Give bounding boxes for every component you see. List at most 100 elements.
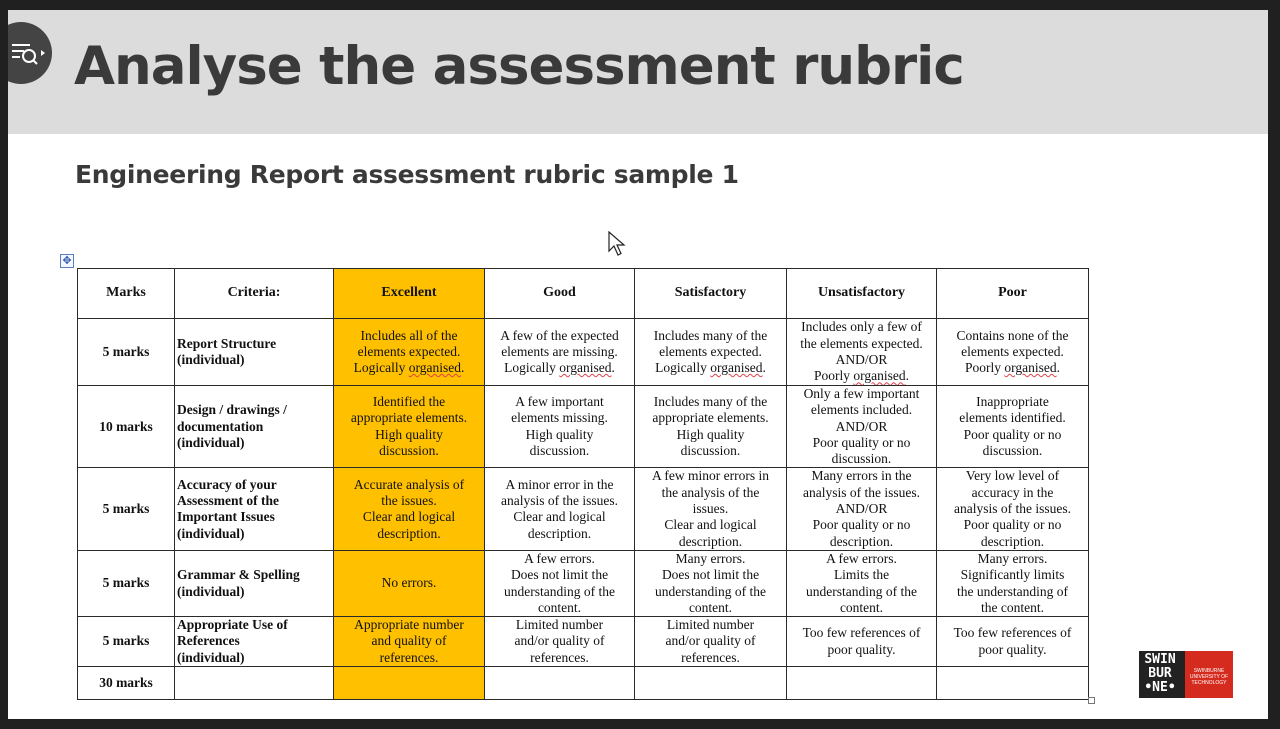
criteria-line: Assessment of the	[177, 492, 279, 508]
descriptor-line: description.	[527, 525, 592, 541]
cell-good: A few errors. Does not limit the understan…	[484, 549, 635, 618]
cell-satisfactory: Limited number and/or quality of reference…	[634, 616, 787, 668]
descriptor-line: analysis of the issues.	[954, 501, 1071, 517]
descriptor-line: A few important	[515, 394, 604, 410]
descriptor-line: discussion.	[529, 443, 590, 459]
row-marks: 5 marks	[77, 549, 175, 618]
descriptor-line: elements identified.	[959, 410, 1066, 426]
descriptor-line: the issues.	[381, 492, 437, 508]
descriptor-line: content.	[839, 599, 884, 615]
descriptor-line: the content.	[981, 599, 1044, 615]
descriptor-line: A few errors.	[826, 550, 897, 566]
slide: Analyse the assessment rubric Engineerin…	[8, 10, 1268, 719]
criteria-line: Appropriate Use of	[177, 617, 288, 633]
table-resize-handle[interactable]	[1088, 697, 1095, 704]
row-criteria: Report Structure (individual)	[174, 318, 334, 386]
criteria-line: Accuracy of your	[177, 476, 277, 492]
cell-satisfactory: Includes many of the elements expected. Lo…	[634, 318, 787, 386]
mouse-cursor-icon	[608, 231, 626, 256]
descriptor-line: content.	[688, 599, 733, 615]
rubric-row: 5 marks Grammar & Spelling (individual) No …	[77, 549, 1089, 618]
criteria-line: Grammar & Spelling	[177, 567, 300, 583]
cell-poor: Very low level of accuracy in the analysis…	[936, 467, 1089, 551]
descriptor-line: Accurate analysis of	[353, 476, 465, 492]
row-criteria: Grammar & Spelling (individual)	[174, 549, 334, 618]
descriptor-line: AND/OR	[835, 501, 888, 517]
cell-good: A minor error in the analysis of the issu…	[484, 467, 635, 551]
logo-caption-line: TECHNOLOGY	[1191, 680, 1227, 686]
rubric-row: 5 marks Accuracy of your Assessment of the…	[77, 467, 1089, 551]
descriptor-line: Includes all of the	[360, 327, 458, 343]
total-empty-cell	[634, 666, 787, 701]
logo-line: •NE•	[1144, 680, 1176, 695]
descriptor-line: elements are missing.	[501, 343, 618, 359]
logo-line: BUR	[1148, 666, 1172, 681]
descriptor-line: analysis of the issues.	[501, 492, 618, 508]
descriptor-line: and quality of	[371, 633, 447, 649]
header-row: Marks Criteria: Excellent Good Satisfact…	[77, 268, 1089, 319]
header-unsatisfactory: Unsatisfactory	[786, 268, 937, 319]
descriptor-line: accuracy in the	[971, 484, 1054, 500]
descriptor-line: Poorly organised.	[964, 360, 1060, 376]
descriptor-line: discussion.	[982, 443, 1043, 459]
rubric-table: Marks Criteria: Excellent Good Satisfact…	[77, 268, 1089, 701]
descriptor-line: references.	[530, 649, 589, 665]
header-excellent: Excellent	[333, 268, 485, 319]
criteria-line: (individual)	[177, 352, 245, 367]
descriptor-line: Many errors.	[977, 550, 1048, 566]
criteria-line: (individual)	[177, 525, 245, 541]
rubric-row: 5 marks Appropriate Use of References (indi…	[77, 616, 1089, 668]
cell-excellent: Identified the appropriate elements. High …	[333, 384, 485, 469]
descriptor-line: the elements expected.	[800, 335, 923, 351]
descriptor-line: references.	[379, 649, 439, 665]
cell-excellent: Includes all of the elements expected. Log…	[333, 318, 485, 386]
descriptor-line: and/or quality of	[665, 633, 756, 649]
screen-search-icon	[12, 44, 45, 65]
descriptor-line: understanding of the	[806, 583, 917, 599]
row-criteria: Appropriate Use of References (individual)	[174, 616, 334, 668]
cell-unsatisfactory: Too few references of poor quality.	[786, 616, 937, 668]
descriptor-line: understanding of the	[504, 583, 615, 599]
descriptor-line: Includes many of the	[653, 394, 768, 410]
descriptor-line: understanding of the	[655, 583, 766, 599]
criteria-line: (individual)	[177, 434, 245, 450]
total-excellent-cell	[333, 666, 485, 701]
descriptor-line: Clear and logical	[362, 509, 456, 525]
criteria-line: Report Structure	[177, 335, 277, 351]
descriptor-line: elements missing.	[511, 410, 608, 426]
descriptor-line: the analysis of the	[661, 484, 760, 500]
cell-unsatisfactory: Includes only a few of the elements expec…	[786, 318, 937, 386]
header-satisfactory: Satisfactory	[634, 268, 787, 319]
descriptor-line: High quality	[525, 426, 594, 442]
descriptor-line: description.	[377, 525, 441, 541]
descriptor-line: Appropriate number	[354, 617, 464, 633]
row-marks: 5 marks	[77, 467, 175, 551]
descriptor-line: A few errors.	[524, 550, 595, 566]
descriptor-line: elements included.	[810, 402, 913, 418]
descriptor-line: Clear and logical	[664, 517, 757, 533]
cell-poor: Inappropriate elements identified. Poor qu…	[936, 384, 1089, 469]
descriptor-line: analysis of the issues.	[803, 484, 920, 500]
table-move-handle[interactable]: ✥	[60, 254, 74, 268]
row-criteria: Accuracy of your Assessment of the Importa…	[174, 467, 334, 551]
descriptor-line: poor quality.	[978, 641, 1047, 657]
cell-poor: Too few references of poor quality.	[936, 616, 1089, 668]
descriptor-line: Identified the	[372, 394, 446, 410]
descriptor-line: Includes many of the	[653, 327, 768, 343]
descriptor-line: Too few references of	[802, 625, 921, 641]
descriptor-line: description.	[829, 533, 894, 549]
descriptor-line: A few minor errors in	[652, 468, 769, 484]
logo-caption-line: UNIVERSITY OF	[1189, 674, 1229, 680]
row-marks: 10 marks	[77, 384, 175, 469]
recording-toggle-button[interactable]	[8, 22, 52, 84]
descriptor-line: appropriate elements.	[652, 410, 769, 426]
criteria-line: References	[177, 633, 240, 649]
descriptor-line: Poorly organised.	[813, 368, 909, 384]
descriptor-line: Poor quality or no	[963, 517, 1062, 533]
logo-line: SWIN	[1144, 652, 1176, 667]
descriptor-line: Limited number	[515, 617, 604, 633]
criteria-line: (individual)	[177, 649, 245, 665]
descriptor-line: High quality	[375, 426, 443, 442]
descriptor-line: description.	[678, 533, 743, 549]
total-empty-cell	[174, 666, 334, 701]
